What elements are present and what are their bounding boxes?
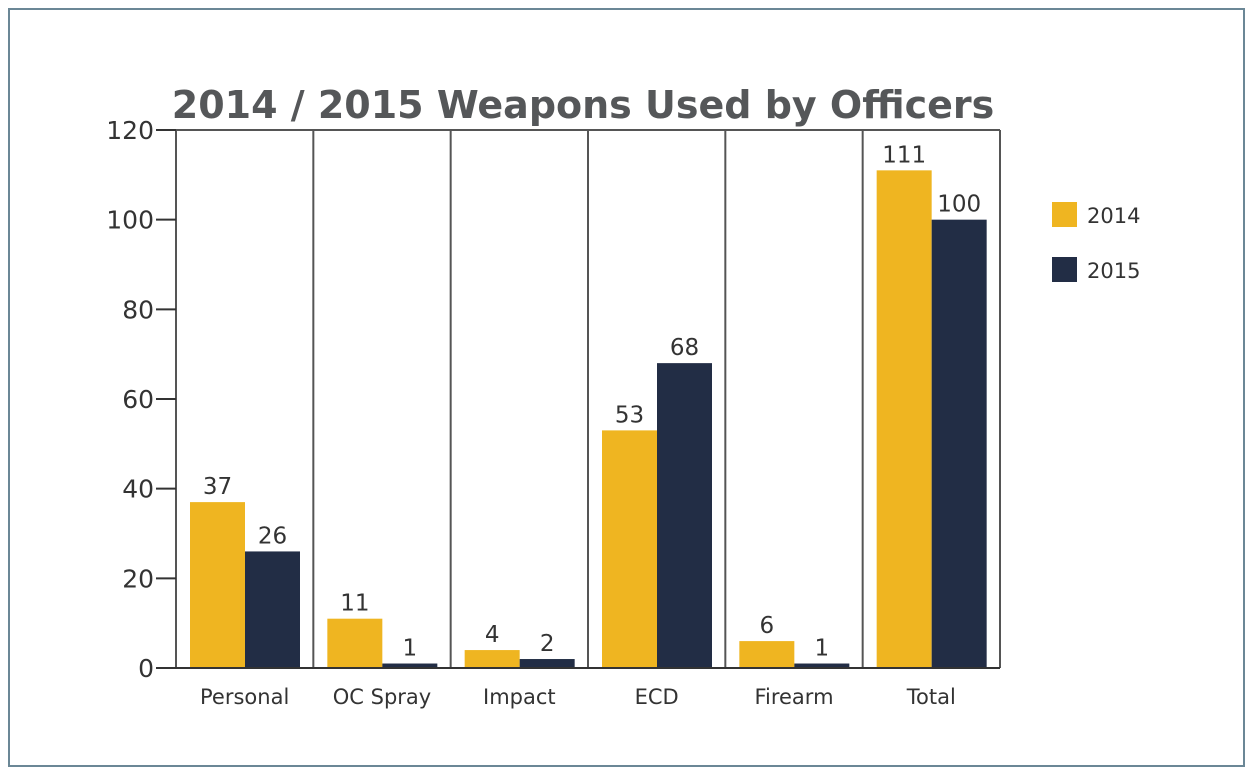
data-label: 100 [937, 192, 981, 218]
y-tick-label: 20 [122, 564, 154, 593]
legend-swatch [1052, 257, 1077, 282]
bar-2014-ecd [602, 430, 657, 668]
bar-2015-total [931, 219, 987, 668]
y-tick-label: 0 [138, 654, 154, 683]
y-tick-label: 80 [122, 295, 154, 324]
bar-2015-oc-spray [382, 663, 438, 668]
data-label: 26 [258, 523, 287, 549]
data-label: 4 [485, 622, 500, 648]
data-label: 68 [670, 335, 699, 361]
bar-2015-firearm [794, 663, 850, 668]
x-tick-label: ECD [635, 685, 679, 709]
bar-2014-firearm [739, 641, 795, 668]
data-label: 53 [615, 402, 644, 428]
x-tick-label: Personal [200, 685, 289, 709]
data-label: 37 [203, 474, 232, 500]
bar-2014-impact [464, 650, 520, 668]
y-tick-label: 40 [122, 475, 154, 504]
data-label: 1 [815, 636, 830, 662]
data-label: 6 [760, 613, 775, 639]
legend-label: 2014 [1087, 204, 1140, 228]
bar-2015-ecd [657, 363, 712, 668]
bar-2015-personal [245, 551, 300, 668]
y-tick-label: 60 [122, 385, 154, 414]
y-tick-label: 120 [106, 116, 154, 145]
bar-2014-personal [190, 502, 245, 668]
legend: 2014 2015 [1052, 202, 1140, 283]
x-tick-label: OC Spray [333, 685, 431, 709]
data-label: 2 [540, 631, 555, 657]
chart-title: 2014 / 2015 Weapons Used by Officers [172, 83, 995, 127]
x-tick-label: Firearm [754, 685, 833, 709]
y-tick-label: 100 [106, 206, 154, 235]
data-label: 11 [340, 591, 369, 617]
legend-label: 2015 [1087, 259, 1140, 283]
x-tick-label: Impact [483, 685, 556, 709]
data-label: 111 [882, 142, 926, 168]
data-label: 1 [403, 636, 418, 662]
bar-2014-oc-spray [327, 618, 383, 668]
x-tick-label: Total [906, 685, 956, 709]
legend-swatch [1052, 202, 1077, 227]
bar-2015-impact [519, 659, 575, 668]
bar-2014-total [876, 170, 932, 668]
